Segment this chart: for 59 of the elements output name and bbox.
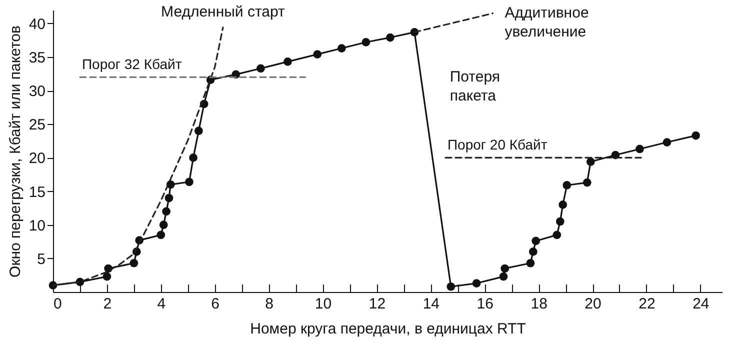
point (582, 178, 592, 187)
point (636, 144, 644, 154)
point (526, 258, 535, 268)
point (499, 272, 508, 281)
point (386, 33, 394, 42)
x-tick-label: 0 (54, 296, 62, 312)
series-label: Порог 32 Кбайт (82, 56, 182, 72)
point (528, 248, 538, 256)
series-label: Порог 20 Кбайт (448, 136, 548, 153)
annotation: Потеря пакета (450, 68, 500, 105)
point (162, 207, 170, 216)
y-axis-title: Окно перегрузки, Кбайт или пакетов (6, 26, 24, 278)
x-axis-title: Номер круга передачи, в единицах RTT (250, 320, 526, 338)
point (586, 158, 595, 166)
point (556, 217, 564, 226)
point (692, 131, 700, 140)
point (446, 282, 456, 291)
point (337, 44, 346, 52)
point (185, 178, 194, 186)
point (500, 264, 510, 273)
x-tick-label: 8 (265, 296, 274, 312)
annotation: Аддитивное увеличение (504, 4, 589, 40)
x-tick-label: 14 (422, 296, 440, 312)
y-tick-label: 40 (28, 16, 46, 33)
x-tick-label: 4 (157, 296, 166, 312)
point (130, 258, 138, 268)
x-tick-label: 16 (476, 296, 494, 312)
x-tick-label: 10 (314, 296, 332, 312)
x-tick-label: 24 (692, 296, 710, 312)
point (552, 230, 562, 240)
x-tick-label: 6 (211, 296, 220, 312)
x-tick-label: 22 (638, 296, 656, 312)
point (159, 220, 168, 230)
point (284, 58, 292, 66)
point (164, 194, 174, 202)
y-tick-label: 15 (28, 184, 46, 201)
point (313, 50, 322, 58)
x-tick-label: 2 (103, 296, 112, 312)
x-tick-label: 12 (368, 296, 386, 312)
point (532, 236, 540, 246)
point (558, 200, 568, 209)
y-tick-label: 30 (28, 83, 46, 100)
point (256, 64, 265, 73)
point (189, 154, 198, 162)
x-tick-label: 20 (584, 296, 602, 312)
point (562, 181, 572, 190)
x-tick-label: 18 (530, 296, 548, 312)
point (102, 272, 112, 281)
point (194, 126, 203, 136)
y-tick-label: 35 (28, 50, 46, 66)
y-tick-label: 10 (28, 217, 46, 234)
point (362, 38, 370, 46)
point (156, 230, 166, 240)
point (662, 138, 672, 146)
annotation: Медленный старт (161, 3, 285, 20)
y-tick-label: 5 (37, 250, 46, 268)
y-tick-label: 25 (28, 116, 46, 134)
y-tick-label: 20 (28, 150, 46, 168)
point (472, 279, 481, 288)
